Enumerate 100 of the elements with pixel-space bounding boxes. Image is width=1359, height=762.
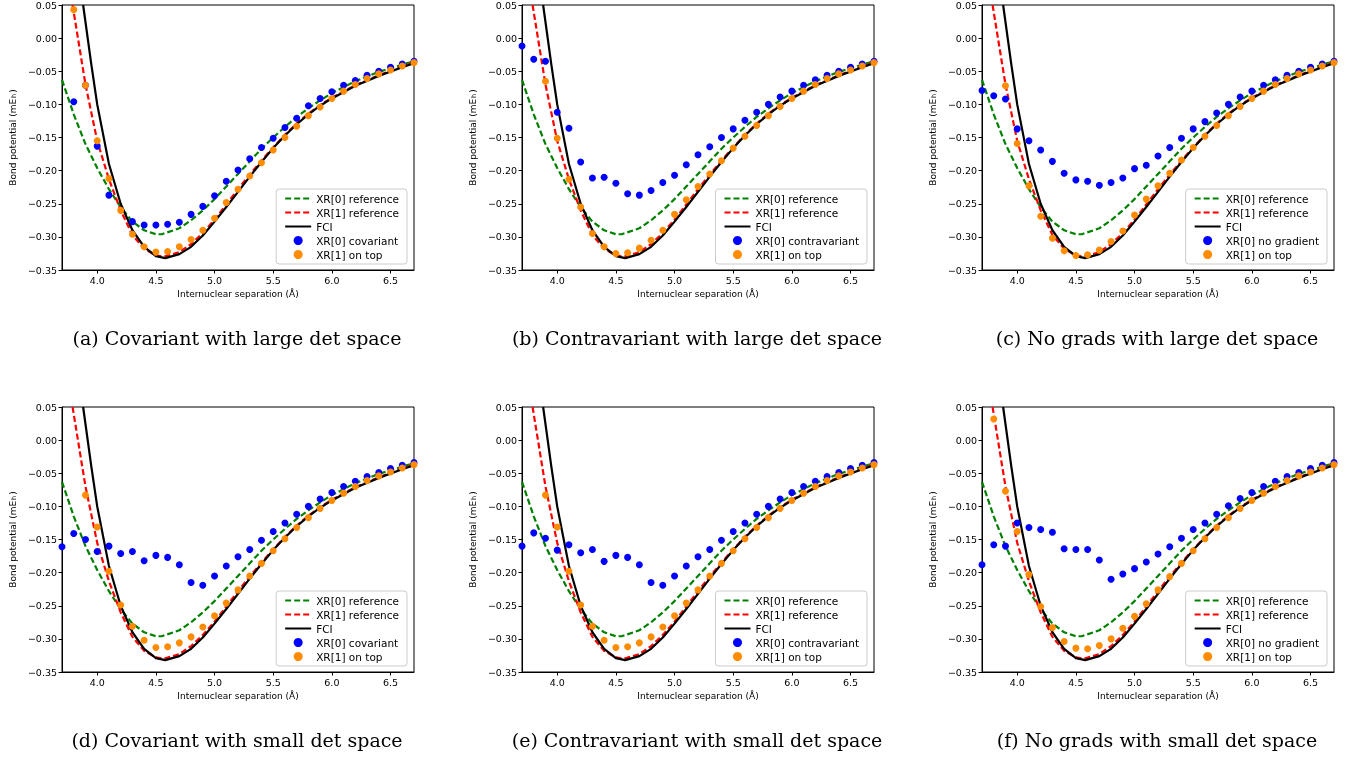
x-tick-label: 5.5 bbox=[1185, 274, 1201, 286]
legend-label: XR[1] on top bbox=[316, 248, 383, 261]
legend-label: FCI bbox=[755, 622, 772, 635]
y-tick-label: −0.30 bbox=[27, 633, 58, 645]
x-tick-label: 4.0 bbox=[89, 676, 105, 688]
legend-label: XR[1] on top bbox=[316, 650, 383, 663]
text: (d) Covariant with small det space bbox=[71, 728, 403, 751]
legend-label: XR[1] reference bbox=[755, 206, 839, 219]
x-axis-title: Internuclear separation (Å) bbox=[177, 690, 299, 702]
y-tick-label: −0.25 bbox=[27, 600, 58, 612]
x-tick-label: 6.5 bbox=[382, 274, 399, 286]
legend-label: XR[1] reference bbox=[1225, 206, 1309, 219]
legend-label: XR[0] contravariant bbox=[755, 636, 860, 649]
legend-label: XR[1] on top bbox=[1225, 248, 1293, 261]
y-tick-label: 0.00 bbox=[35, 434, 58, 446]
text: (a) Covariant with large det space bbox=[72, 326, 402, 349]
y-tick-label: −0.35 bbox=[487, 264, 518, 276]
x-tick-label: 5.0 bbox=[206, 676, 223, 688]
x-tick-label: 5.0 bbox=[206, 274, 223, 286]
y-tick-label: 0.05 bbox=[495, 401, 518, 413]
x-tick-label: 4.0 bbox=[549, 676, 565, 688]
x-tick-label: 4.5 bbox=[1068, 274, 1084, 286]
y-tick-label: −0.15 bbox=[947, 132, 978, 143]
x-tick-label: 4.0 bbox=[89, 274, 105, 286]
y-tick-label: −0.35 bbox=[947, 666, 978, 678]
y-tick-label: 0.05 bbox=[495, 0, 518, 11]
y-tick-label: −0.20 bbox=[947, 567, 978, 579]
y-tick-label: −0.35 bbox=[27, 264, 58, 276]
y-tick-label: −0.30 bbox=[947, 231, 978, 243]
x-tick-label: 4.0 bbox=[1009, 274, 1025, 286]
legend-label: XR[0] covariant bbox=[316, 636, 399, 649]
y-tick-label: −0.25 bbox=[947, 198, 978, 210]
legend-label: FCI bbox=[1225, 622, 1243, 635]
y-tick-label: 0.05 bbox=[35, 401, 58, 413]
y-tick-label: −0.20 bbox=[27, 567, 58, 579]
legend-label: XR[1] on top bbox=[1225, 650, 1293, 663]
legend-label: XR[1] reference bbox=[1225, 608, 1309, 621]
legend-label: XR[1] reference bbox=[316, 608, 400, 621]
y-tick-label: −0.05 bbox=[27, 65, 58, 77]
y-tick-label: −0.30 bbox=[27, 231, 58, 243]
x-axis-title: Internuclear separation (Å) bbox=[1097, 288, 1219, 300]
x-tick-label: 4.0 bbox=[1009, 676, 1025, 688]
y-tick-label: −0.20 bbox=[487, 567, 518, 579]
x-axis-title: Internuclear separation (Å) bbox=[637, 288, 759, 300]
text: (f) No grads with small det space bbox=[996, 728, 1318, 751]
y-tick-label: −0.05 bbox=[487, 467, 518, 479]
y-tick-label: 0.05 bbox=[955, 401, 978, 413]
legend-label: XR[0] contravariant bbox=[755, 234, 860, 247]
y-tick-label: −0.05 bbox=[947, 65, 978, 77]
y-tick-label: 0.00 bbox=[495, 434, 518, 446]
x-axis-title: Internuclear separation (Å) bbox=[1097, 690, 1219, 702]
x-tick-label: 4.5 bbox=[608, 676, 624, 688]
legend-label: FCI bbox=[316, 622, 333, 635]
y-tick-label: −0.10 bbox=[27, 500, 58, 512]
y-tick-label: 0.00 bbox=[495, 32, 518, 44]
x-tick-label: 4.5 bbox=[148, 274, 164, 286]
y-tick-label: −0.20 bbox=[27, 165, 58, 177]
y-tick-label: −0.15 bbox=[487, 132, 518, 143]
y-tick-label: −0.15 bbox=[27, 132, 58, 143]
x-axis-title: Internuclear separation (Å) bbox=[177, 288, 299, 300]
y-tick-label: 0.00 bbox=[955, 434, 978, 446]
y-tick-label: −0.30 bbox=[947, 633, 978, 645]
text: (e) Contravariant with small det space bbox=[511, 728, 883, 751]
y-tick-label: −0.25 bbox=[487, 198, 518, 210]
y-tick-label: −0.35 bbox=[947, 264, 978, 276]
x-tick-label: 4.0 bbox=[549, 274, 565, 286]
x-tick-label: 5.5 bbox=[725, 274, 741, 286]
x-tick-label: 5.0 bbox=[1126, 676, 1143, 688]
legend-label: XR[0] no gradient bbox=[1225, 234, 1320, 247]
legend-label: XR[0] covariant bbox=[316, 234, 399, 247]
x-tick-label: 6.0 bbox=[784, 676, 800, 688]
text: (c) No grads with large det space bbox=[995, 326, 1319, 349]
x-tick-label: 5.0 bbox=[1126, 274, 1143, 286]
legend-label: XR[0] reference bbox=[1225, 192, 1309, 205]
x-tick-label: 6.5 bbox=[842, 676, 859, 688]
x-tick-label: 5.0 bbox=[666, 274, 683, 286]
legend-label: XR[1] on top bbox=[755, 650, 823, 663]
x-axis-title: Internuclear separation (Å) bbox=[637, 690, 759, 702]
legend-label: FCI bbox=[755, 220, 772, 233]
y-tick-label: −0.25 bbox=[27, 198, 58, 210]
y-tick-label: −0.10 bbox=[27, 98, 58, 110]
y-tick-label: −0.25 bbox=[947, 600, 978, 612]
x-tick-label: 6.5 bbox=[382, 676, 399, 688]
legend-label: XR[1] reference bbox=[755, 608, 839, 621]
y-tick-label: 0.00 bbox=[955, 32, 978, 44]
y-tick-label: −0.05 bbox=[27, 467, 58, 479]
x-tick-label: 6.0 bbox=[1244, 274, 1260, 286]
y-tick-label: 0.05 bbox=[955, 0, 978, 11]
x-tick-label: 4.5 bbox=[1068, 676, 1084, 688]
x-tick-label: 5.5 bbox=[265, 676, 281, 688]
legend-label: XR[0] reference bbox=[755, 192, 839, 205]
legend-label: XR[0] no gradient bbox=[1225, 636, 1320, 649]
x-tick-label: 6.0 bbox=[324, 676, 340, 688]
legend-label: XR[0] reference bbox=[316, 594, 400, 607]
x-tick-label: 6.5 bbox=[842, 274, 859, 286]
x-tick-label: 5.5 bbox=[265, 274, 281, 286]
x-tick-label: 6.5 bbox=[1302, 676, 1319, 688]
y-tick-label: −0.30 bbox=[487, 633, 518, 645]
text: (b) Contravariant with large det space bbox=[511, 326, 883, 349]
y-tick-label: −0.35 bbox=[27, 666, 58, 678]
